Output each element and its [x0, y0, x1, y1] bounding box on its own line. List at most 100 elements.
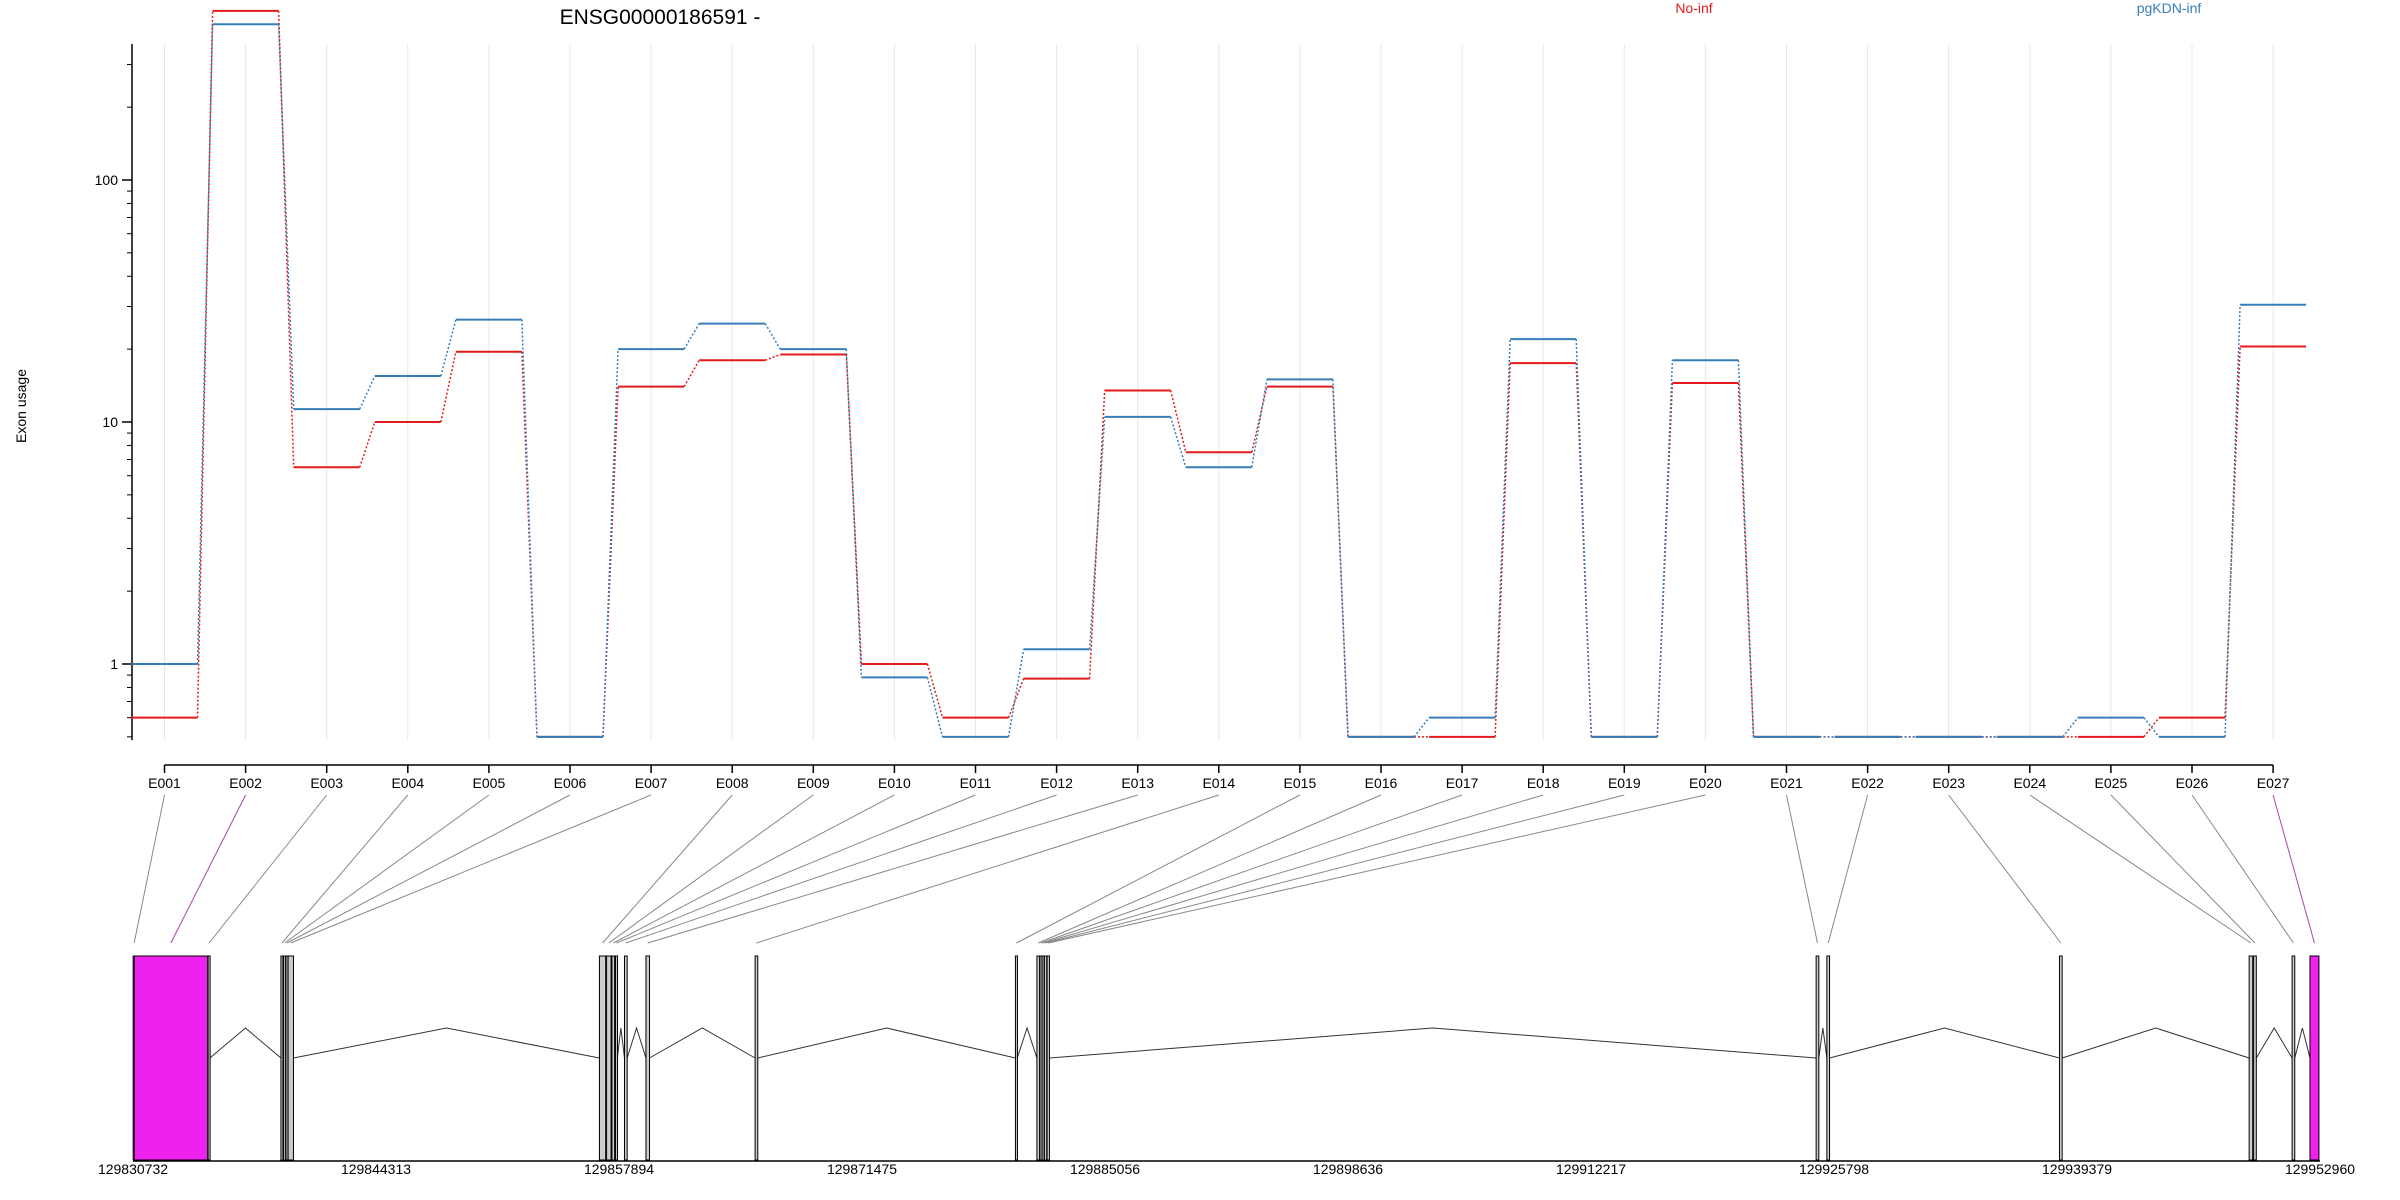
series-2-connector — [1088, 416, 1106, 650]
x-tick-label: E006 — [554, 775, 587, 791]
series-2-connector — [683, 323, 700, 350]
exon-connector-e008 — [602, 794, 733, 944]
x-tick-label: E022 — [1851, 775, 1884, 791]
series-2-connector — [2062, 717, 2079, 738]
x-tick-label: E009 — [797, 775, 830, 791]
x-tick-label: E026 — [2176, 775, 2209, 791]
exon-connector-e007 — [290, 794, 652, 944]
exon-connector-e002 — [170, 794, 247, 944]
exon-box-e002 — [133, 955, 209, 1161]
exon-connector-e004 — [281, 794, 409, 944]
x-tick-label: E019 — [1608, 775, 1641, 791]
intron-line — [1829, 1027, 2060, 1059]
series-2-connector — [1656, 360, 1674, 737]
exon-connector-e024 — [2029, 794, 2252, 944]
exon-box-e014 — [754, 955, 759, 1161]
exon-box-e018 — [1041, 955, 1045, 1161]
exon-connector-e016 — [1038, 794, 1382, 944]
series-1-connector — [358, 421, 376, 468]
exon-connector-e027 — [2272, 794, 2315, 944]
exon-box-e019 — [1043, 955, 1048, 1161]
intron-line — [1016, 1026, 1038, 1059]
genome-tick-label: 129871475 — [827, 1161, 897, 1177]
series-2-connector — [521, 319, 538, 737]
x-tick-label: E023 — [1932, 775, 1965, 791]
x-tick-label: E025 — [2095, 775, 2128, 791]
exon-connector-e011 — [616, 794, 976, 944]
exon-box-e010 — [611, 955, 616, 1161]
exon-connector-e015 — [1016, 794, 1301, 944]
series-2-connector — [1169, 416, 1187, 468]
series-2-connector — [1332, 379, 1349, 737]
exon-box-e005 — [283, 955, 287, 1161]
series-1-connector — [602, 386, 619, 737]
genome-tick-label: 129912217 — [1556, 1161, 1626, 1177]
exon-connector-e020 — [1048, 794, 1706, 944]
exon-connector-e021 — [1786, 794, 1818, 944]
exon-connector-e023 — [1948, 794, 2062, 944]
series-1-connector — [764, 353, 781, 361]
x-tick-label: E003 — [310, 775, 343, 791]
exon-connector-e005 — [284, 794, 490, 944]
x-tick-label: E013 — [1121, 775, 1154, 791]
x-tick-label: E020 — [1689, 775, 1722, 791]
series-1-connector — [277, 10, 295, 468]
intron-line — [293, 1027, 600, 1059]
intron-line — [2294, 1027, 2311, 1059]
x-tick-label: E018 — [1527, 775, 1560, 791]
x-tick-label: E015 — [1284, 775, 1317, 791]
exon-connector-e001 — [133, 794, 165, 944]
exon-box-e011 — [615, 955, 619, 1161]
x-tick-label: E027 — [2257, 775, 2290, 791]
series-2-connector — [2143, 717, 2160, 738]
genome-tick-label: 129952960 — [2285, 1161, 2355, 1177]
series-2-connector — [1007, 649, 1025, 737]
series-2-connector — [277, 24, 295, 410]
x-tick-label: E016 — [1365, 775, 1398, 791]
series-2-connector — [1494, 339, 1511, 718]
series-1-connector — [1737, 382, 1755, 737]
x-tick-label: E004 — [391, 775, 424, 791]
exon-box-e024 — [2248, 955, 2254, 1161]
exon-connector-e022 — [1827, 794, 1869, 944]
intron-line — [2255, 1027, 2293, 1059]
y-axis-label: Exon usage — [13, 369, 29, 443]
intron-line — [209, 1027, 282, 1059]
x-tick-label: E012 — [1040, 775, 1073, 791]
x-tick-label: E024 — [2013, 775, 2046, 791]
genome-tick-label: 129925798 — [1799, 1161, 1869, 1177]
x-tick-label: E017 — [1446, 775, 1479, 791]
series-1-connector — [1088, 390, 1106, 679]
series-1-connector — [1494, 363, 1511, 737]
exon-connector-e026 — [2191, 794, 2294, 944]
intron-line — [2062, 1027, 2250, 1059]
exon-box-e012 — [623, 955, 628, 1161]
exon-box-e022 — [1826, 955, 1831, 1161]
x-tick-label: E010 — [878, 775, 911, 791]
x-tick-label: E007 — [635, 775, 668, 791]
exon-box-e025 — [2253, 955, 2257, 1161]
exon-connector-e013 — [647, 794, 1138, 944]
exon-connector-e012 — [625, 794, 1057, 944]
series-1-connector — [440, 351, 457, 423]
genome-tick-label: 129939379 — [2042, 1161, 2112, 1177]
x-tick-label: E021 — [1770, 775, 1803, 791]
series-1-connector — [1169, 390, 1187, 453]
x-tick-label: E008 — [716, 775, 749, 791]
series-2-connector — [764, 323, 781, 350]
exon-box-e013 — [645, 955, 651, 1161]
exon-connector-e003 — [208, 794, 328, 944]
series-2-connector — [440, 319, 457, 377]
series-2-connector — [1413, 717, 1430, 738]
series-2-connector — [359, 375, 376, 410]
exon-connector-e010 — [613, 794, 895, 944]
series-1-connector — [1332, 386, 1349, 737]
x-tick-label: E001 — [148, 775, 181, 791]
exon-connector-e018 — [1042, 794, 1544, 944]
series-2-connector — [845, 349, 863, 678]
exon-box-e026 — [2291, 955, 2296, 1161]
legend-pgkdn-inf: pgKDN-inf — [2137, 0, 2202, 16]
exon-box-e023 — [2058, 955, 2063, 1161]
genome-tick-label: 129857894 — [584, 1161, 654, 1177]
